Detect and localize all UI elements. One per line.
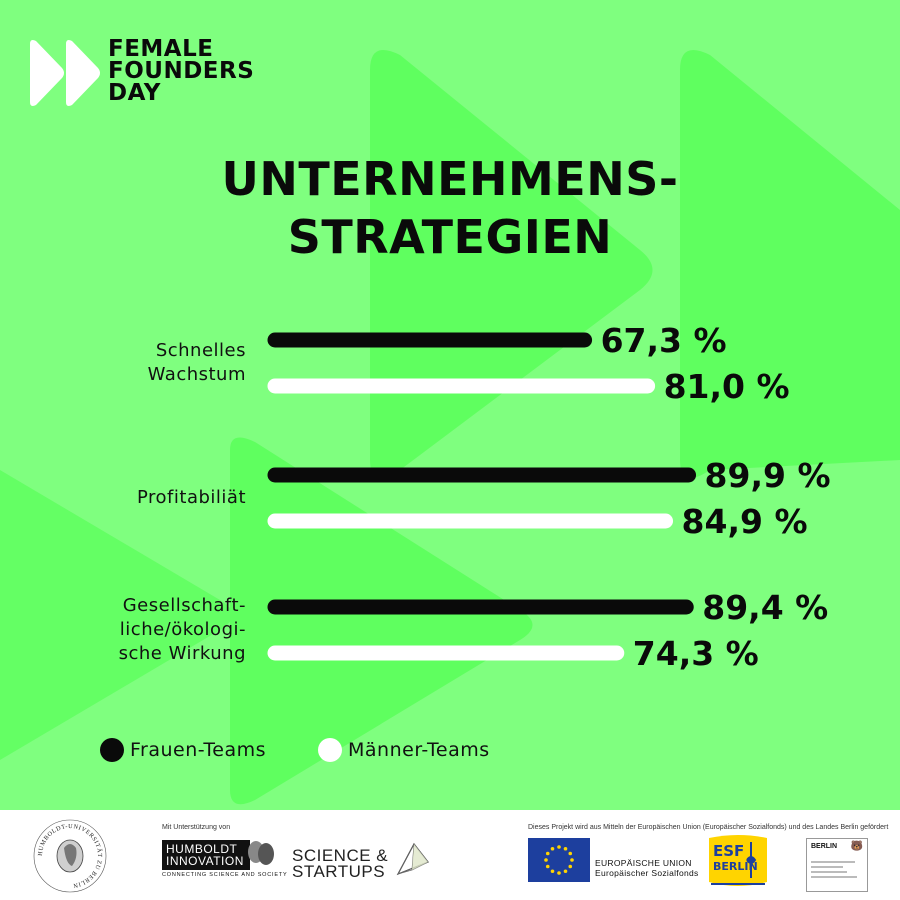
bg-triangle-upper-2 <box>680 50 900 478</box>
esf-line-1: ESF <box>713 842 744 860</box>
legend-item-frauen: Frauen-Teams <box>100 738 266 762</box>
humboldt-brothers-portrait-icon <box>248 841 274 865</box>
funding-note: Dieses Projekt wird aus Mitteln der Euro… <box>528 824 889 831</box>
bg-triangle-lower-2 <box>230 437 533 805</box>
eu-line-1: EUROPÄISCHE UNION <box>595 858 692 868</box>
legend-dot-maenner <box>318 738 343 762</box>
hi-line-2: INNOVATION <box>166 854 244 868</box>
category-label-0-line-1: Wachstum <box>147 364 246 385</box>
background-play-shapes <box>0 50 900 805</box>
hi-wordmark: HUMBOLDT INNOVATION <box>162 840 250 870</box>
sponsor-footer: HUMBOLDT-UNIVERSITÄT ZU BERLIN Mit Unter… <box>0 810 900 900</box>
category-label-0-line-0: Schnelles <box>155 340 246 361</box>
legend-dot-frauen <box>100 738 124 762</box>
value-label-maenner-1: 84,9 % <box>682 502 808 541</box>
page-title: UNTERNEHMENS- STRATEGIEN <box>0 150 900 266</box>
title-line-1: UNTERNEHMENS- <box>221 152 679 206</box>
category-label-2-line-2: sche Wirkung <box>118 643 246 664</box>
esf-berlin-logo: ESF BERLIN <box>709 835 767 886</box>
strategy-bar-chart: 67,3 % 81,0 % 89,9 % 84,9 % 89,4 % 74,3 % Sch… <box>119 321 831 673</box>
legend-item-maenner: Männer-Teams <box>318 738 490 762</box>
category-label-2: Gesellschaft-liche/ökologi-sche Wirkung <box>119 594 246 666</box>
category-label-1-line-0: Profitabiliät <box>137 487 246 508</box>
ss-line-1: SCIENCE & <box>292 846 389 865</box>
female-founders-day-logo: FEMALE FOUNDERS DAY <box>28 38 254 108</box>
eu-line-2: Europäischer Sozialfonds <box>595 868 699 878</box>
humboldt-innovation-logo: HUMBOLDT INNOVATION CONNECTING SCIENCE A… <box>162 840 287 878</box>
bg-triangle-upper-1 <box>370 50 653 478</box>
bars-svg: 67,3 % 81,0 % 89,9 % 84,9 % 89,4 % 74,3 % <box>267 321 831 673</box>
hi-tagline: CONNECTING SCIENCE AND SOCIETY <box>162 872 288 878</box>
value-label-frauen-1: 89,9 % <box>705 456 831 495</box>
brand-line-2: FOUNDERS <box>108 58 255 84</box>
value-label-maenner-2: 74,3 % <box>633 634 759 673</box>
brand-line-3: DAY <box>108 80 161 106</box>
ss-line-2: STARTUPS <box>292 862 386 881</box>
eu-text: EUROPÄISCHE UNION Europäischer Sozialfon… <box>595 858 699 878</box>
category-label-2-line-1: liche/ökologi- <box>119 619 246 640</box>
berlin-senate-logo: BERLIN 🐻 <box>806 838 868 892</box>
brand-wordmark: FEMALE FOUNDERS DAY <box>108 36 255 106</box>
category-label-0: Schnelles Wachstum <box>148 339 246 387</box>
hi-line-1: HUMBOLDT <box>166 842 238 856</box>
science-startups-logo: SCIENCE & STARTUPS <box>292 846 389 881</box>
bg-triangle-lower-1 <box>0 470 233 760</box>
chart-legend: Frauen-Teams Männer-Teams <box>100 738 542 762</box>
support-note: Mit Unterstützung von <box>162 824 231 831</box>
title-line-2: STRATEGIEN <box>287 210 613 264</box>
eu-stars-icon <box>544 845 574 875</box>
value-label-frauen-0: 67,3 % <box>601 321 727 360</box>
value-label-maenner-0: 81,0 % <box>664 367 790 406</box>
berlin-fine-print <box>811 861 861 881</box>
brand-line-1: FEMALE <box>108 36 214 62</box>
esf-line-2: BERLIN <box>713 860 758 873</box>
fast-forward-icon <box>30 40 100 106</box>
category-label-1: Profitabiliät <box>137 486 246 510</box>
legend-label-maenner: Männer-Teams <box>348 739 490 761</box>
eu-flag <box>528 838 590 882</box>
berlin-bear-icon: 🐻 <box>850 841 863 852</box>
legend-label-frauen: Frauen-Teams <box>130 739 267 761</box>
category-label-2-line-0: Gesellschaft- <box>122 595 246 616</box>
science-startups-triangle-icon <box>396 842 429 876</box>
berlin-label: BERLIN <box>811 843 838 850</box>
value-label-frauen-2: 89,4 % <box>702 588 828 627</box>
humboldt-university-seal: HUMBOLDT-UNIVERSITÄT ZU BERLIN <box>33 819 107 893</box>
